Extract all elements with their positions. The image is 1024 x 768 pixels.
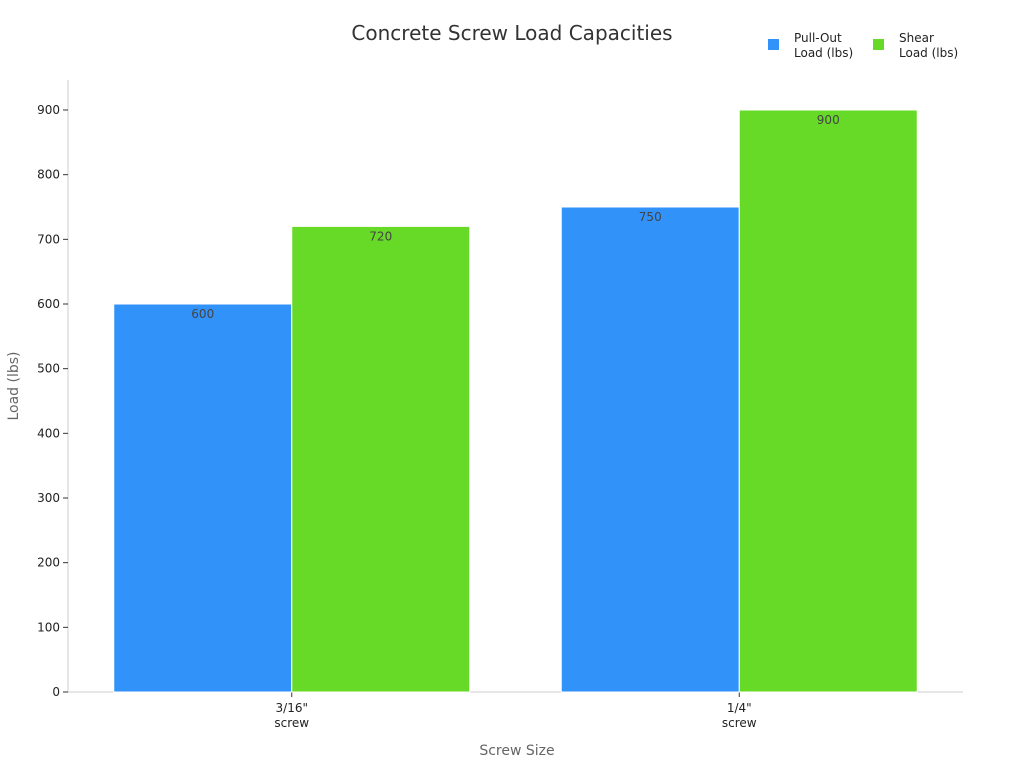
- x-tick-label: 3/16" screw: [274, 701, 309, 730]
- data-label: 900: [817, 113, 840, 127]
- y-axis-label: Load (lbs): [6, 351, 22, 420]
- data-label: 600: [191, 307, 214, 321]
- x-tick-label: 1/4" screw: [722, 701, 757, 730]
- legend-label: Shear Load (lbs): [899, 31, 958, 60]
- y-tick-label: 100: [37, 620, 60, 634]
- legend-label: Pull-Out Load (lbs): [794, 31, 853, 60]
- y-tick-label: 200: [37, 556, 60, 570]
- y-tick-label: 400: [37, 426, 60, 440]
- legend: Pull-Out Load (lbs) Shear Load (lbs): [768, 31, 958, 60]
- y-tick-label: 600: [37, 297, 60, 311]
- data-label: 720: [369, 229, 392, 243]
- legend-swatch: [768, 39, 779, 50]
- data-label: 750: [639, 210, 662, 224]
- bar: [113, 303, 293, 693]
- y-tick-label: 300: [37, 491, 60, 505]
- y-tick-label: 0: [52, 685, 60, 699]
- bar: [291, 225, 471, 693]
- bar: [560, 206, 740, 693]
- y-tick-label: 900: [37, 103, 60, 117]
- x-axis-label: Screw Size: [479, 743, 554, 759]
- y-tick-label: 800: [37, 168, 60, 182]
- bar: [738, 109, 918, 693]
- y-tick-label: 500: [37, 362, 60, 376]
- y-tick-label: 700: [37, 232, 60, 246]
- chart-title: Concrete Screw Load Capacities: [351, 21, 672, 45]
- plot-area: 0 100 200 300 400 500 600 700 800 900 3/16" screw 60…: [37, 80, 963, 730]
- legend-swatch: [873, 39, 884, 50]
